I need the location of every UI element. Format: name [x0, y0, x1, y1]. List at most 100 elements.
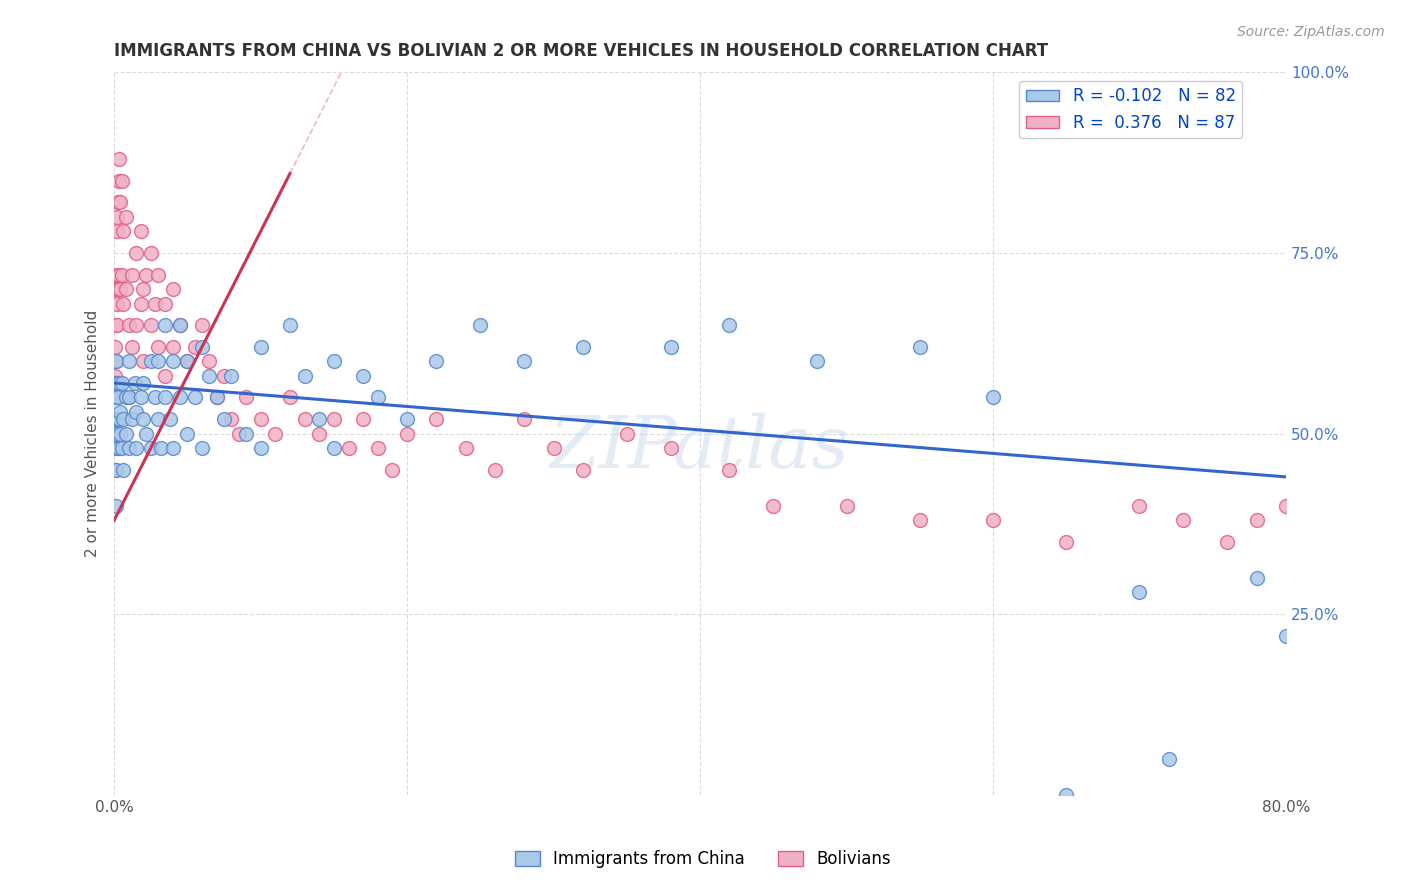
Point: [107, 268, 129, 282]
Point: [125, 246, 148, 260]
Point: [105, 412, 128, 426]
Point: [425, 412, 447, 426]
Text: Source: ZipAtlas.com: Source: ZipAtlas.com: [1237, 25, 1385, 39]
Point: [1157, 751, 1180, 765]
Point: [129, 391, 152, 405]
Point: [108, 426, 131, 441]
Point: [1202, 102, 1225, 116]
Point: [121, 340, 143, 354]
Point: [718, 463, 741, 477]
Point: [111, 224, 134, 238]
Point: [115, 210, 138, 224]
Point: [105, 296, 128, 310]
Point: [191, 441, 214, 455]
Point: [135, 268, 157, 282]
Point: [111, 412, 134, 426]
Point: [1216, 535, 1239, 549]
Point: [129, 296, 152, 310]
Point: [118, 441, 141, 455]
Point: [118, 391, 141, 405]
Point: [212, 412, 235, 426]
Point: [191, 318, 214, 333]
Point: [129, 224, 152, 238]
Point: [454, 441, 477, 455]
Point: [104, 391, 127, 405]
Point: [1054, 788, 1077, 802]
Point: [981, 391, 1004, 405]
Point: [205, 391, 228, 405]
Point: [322, 441, 344, 455]
Point: [125, 441, 148, 455]
Point: [104, 354, 127, 368]
Point: [135, 426, 157, 441]
Point: [235, 426, 257, 441]
Point: [104, 463, 127, 477]
Point: [115, 282, 138, 296]
Point: [1275, 629, 1298, 643]
Point: [169, 318, 191, 333]
Point: [162, 340, 184, 354]
Point: [105, 376, 128, 390]
Point: [105, 268, 128, 282]
Point: [159, 412, 181, 426]
Point: [155, 318, 177, 333]
Point: [104, 412, 127, 426]
Point: [184, 340, 207, 354]
Point: [107, 174, 129, 188]
Point: [1128, 499, 1150, 513]
Point: [104, 391, 127, 405]
Point: [110, 441, 132, 455]
Text: ZIPatlas: ZIPatlas: [550, 413, 849, 483]
Point: [107, 441, 129, 455]
Point: [264, 426, 287, 441]
Y-axis label: 2 or more Vehicles in Household: 2 or more Vehicles in Household: [86, 310, 100, 558]
Point: [806, 354, 828, 368]
Legend: R = -0.102   N = 82, R =  0.376   N = 87: R = -0.102 N = 82, R = 0.376 N = 87: [1019, 81, 1243, 138]
Point: [1173, 513, 1195, 527]
Point: [249, 340, 271, 354]
Point: [184, 391, 207, 405]
Point: [294, 412, 316, 426]
Point: [322, 354, 344, 368]
Point: [104, 441, 127, 455]
Point: [278, 391, 301, 405]
Point: [143, 391, 166, 405]
Point: [104, 412, 127, 426]
Point: [107, 412, 129, 426]
Point: [111, 463, 134, 477]
Point: [294, 368, 316, 383]
Point: [155, 391, 177, 405]
Point: [108, 152, 131, 166]
Point: [762, 499, 785, 513]
Point: [396, 412, 419, 426]
Point: [125, 405, 148, 419]
Point: [115, 426, 138, 441]
Point: [150, 441, 173, 455]
Point: [121, 412, 143, 426]
Point: [104, 463, 127, 477]
Point: [118, 391, 141, 405]
Point: [107, 391, 129, 405]
Point: [484, 463, 506, 477]
Point: [470, 318, 492, 333]
Point: [908, 513, 931, 527]
Point: [108, 405, 131, 419]
Point: [659, 441, 682, 455]
Point: [352, 368, 374, 383]
Point: [132, 282, 155, 296]
Point: [425, 354, 447, 368]
Point: [107, 195, 129, 210]
Point: [110, 376, 132, 390]
Point: [105, 499, 128, 513]
Point: [139, 441, 162, 455]
Point: [105, 426, 128, 441]
Point: [198, 368, 221, 383]
Point: [132, 376, 155, 390]
Point: [908, 340, 931, 354]
Point: [198, 354, 221, 368]
Point: [616, 426, 638, 441]
Point: [146, 268, 169, 282]
Point: [249, 412, 271, 426]
Point: [169, 391, 191, 405]
Point: [308, 412, 330, 426]
